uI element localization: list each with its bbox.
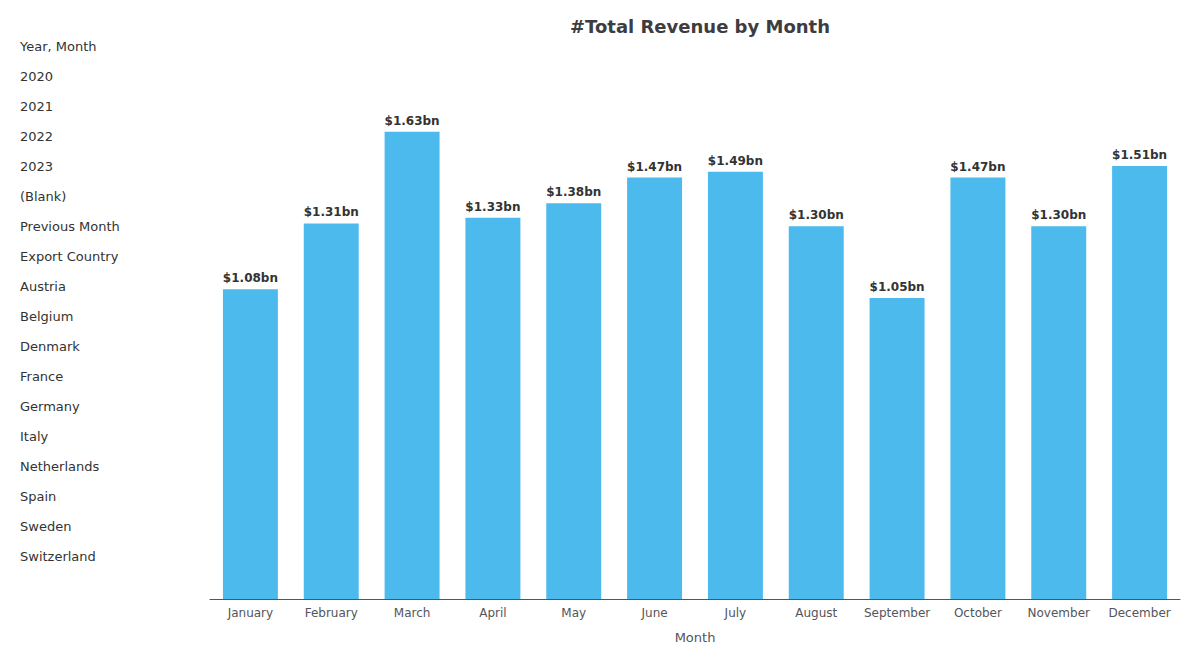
svg-text:$1.47bn: $1.47bn — [627, 160, 682, 174]
svg-text:$1.51bn: $1.51bn — [1112, 148, 1167, 162]
svg-text:Sweden: Sweden — [20, 519, 71, 534]
svg-text:Previous Month: Previous Month — [20, 219, 120, 234]
svg-text:$1.05bn: $1.05bn — [870, 280, 925, 294]
svg-text:April: April — [479, 606, 506, 620]
svg-text:$1.33bn: $1.33bn — [465, 200, 520, 214]
svg-text:January: January — [227, 606, 273, 620]
svg-text:Year, Month: Year, Month — [19, 39, 97, 54]
svg-text:Germany: Germany — [20, 399, 80, 414]
svg-text:September: September — [864, 606, 930, 620]
svg-text:#Total Revenue by Month: #Total Revenue by Month — [570, 16, 830, 37]
svg-text:August: August — [795, 606, 837, 620]
svg-text:$1.31bn: $1.31bn — [304, 205, 359, 219]
svg-text:November: November — [1028, 606, 1090, 620]
svg-text:December: December — [1108, 606, 1170, 620]
svg-text:2022: 2022 — [20, 129, 53, 144]
svg-text:May: May — [561, 606, 586, 620]
svg-text:February: February — [305, 606, 358, 620]
svg-text:Italy: Italy — [20, 429, 49, 444]
svg-text:$1.63bn: $1.63bn — [385, 114, 440, 128]
svg-text:Austria: Austria — [20, 279, 66, 294]
svg-text:Netherlands: Netherlands — [20, 459, 99, 474]
svg-text:France: France — [20, 369, 63, 384]
svg-text:June: June — [641, 606, 668, 620]
svg-text:October: October — [954, 606, 1002, 620]
svg-text:Month: Month — [675, 630, 716, 645]
svg-text:$1.49bn: $1.49bn — [708, 154, 763, 168]
svg-text:(Blank): (Blank) — [20, 189, 66, 204]
svg-text:July: July — [724, 606, 747, 620]
svg-text:Export Country: Export Country — [20, 249, 119, 264]
svg-text:$1.08bn: $1.08bn — [223, 271, 278, 285]
svg-text:$1.30bn: $1.30bn — [789, 208, 844, 222]
svg-text:Denmark: Denmark — [20, 339, 80, 354]
svg-text:Belgium: Belgium — [20, 309, 73, 324]
svg-text:$1.38bn: $1.38bn — [546, 185, 601, 199]
svg-text:$1.30bn: $1.30bn — [1031, 208, 1086, 222]
svg-text:2020: 2020 — [20, 69, 53, 84]
svg-text:Switzerland: Switzerland — [20, 549, 96, 564]
svg-text:$1.47bn: $1.47bn — [950, 160, 1005, 174]
svg-text:2023: 2023 — [20, 159, 53, 174]
svg-text:Spain: Spain — [20, 489, 56, 504]
svg-text:March: March — [394, 606, 431, 620]
svg-text:2021: 2021 — [20, 99, 53, 114]
